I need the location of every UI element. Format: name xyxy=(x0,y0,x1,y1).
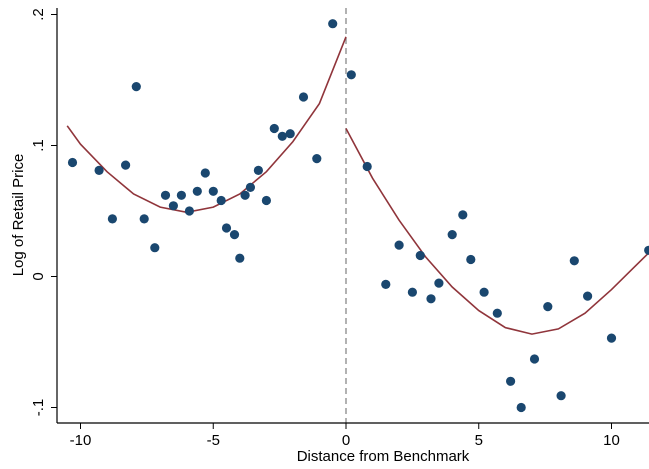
y-tick-label: .2 xyxy=(30,8,47,21)
data-point xyxy=(269,123,279,134)
data-point xyxy=(229,230,240,240)
data-point xyxy=(200,168,210,178)
data-point xyxy=(216,195,226,206)
data-point xyxy=(94,165,104,175)
data-point xyxy=(415,250,425,261)
data-point xyxy=(184,206,194,216)
x-axis-title: Distance from Benchmark xyxy=(297,448,470,465)
data-point xyxy=(447,230,457,240)
data-point xyxy=(492,308,502,318)
data-point xyxy=(277,131,287,141)
x-tick-label: 5 xyxy=(475,432,483,449)
data-point xyxy=(328,19,338,29)
data-point xyxy=(240,190,250,200)
data-point xyxy=(261,195,271,206)
x-axis: -10 -5 0 5 10 xyxy=(57,422,649,449)
fit-curves xyxy=(66,36,649,335)
x-tick-label: -5 xyxy=(207,432,220,449)
fit-curve-right xyxy=(345,128,649,335)
y-axis: -.1 0 .1 .2 xyxy=(30,8,58,423)
data-point xyxy=(466,254,476,265)
x-tick-label: 0 xyxy=(342,432,350,449)
data-point xyxy=(346,70,356,80)
data-point xyxy=(176,190,186,200)
data-point xyxy=(208,186,218,196)
data-point xyxy=(139,214,149,224)
y-tick-label: 0 xyxy=(30,272,47,280)
data-point xyxy=(160,190,171,200)
data-point xyxy=(285,129,295,139)
data-point xyxy=(67,157,78,168)
data-point xyxy=(506,376,516,386)
x-tick-label: -10 xyxy=(70,432,92,449)
data-point xyxy=(131,82,141,92)
data-point xyxy=(644,245,649,255)
y-tick-label: -.1 xyxy=(30,399,47,417)
data-points xyxy=(67,19,649,413)
data-point xyxy=(121,160,131,170)
data-point xyxy=(479,287,489,297)
data-point xyxy=(168,201,178,211)
x-tick-label: 10 xyxy=(603,432,620,449)
data-point xyxy=(407,287,417,297)
data-point xyxy=(426,294,436,304)
data-point xyxy=(235,253,245,263)
data-point xyxy=(312,154,322,164)
data-point xyxy=(150,243,160,253)
y-tick-label: .1 xyxy=(30,139,47,152)
data-point xyxy=(253,165,263,175)
data-point xyxy=(107,214,117,224)
y-axis-title: Log of Retail Price xyxy=(10,154,27,277)
data-point xyxy=(434,278,444,288)
data-point xyxy=(458,210,468,220)
data-point xyxy=(192,186,202,196)
data-point xyxy=(583,291,593,301)
data-point xyxy=(543,302,553,312)
data-point xyxy=(245,182,255,192)
data-point xyxy=(556,391,566,401)
data-point xyxy=(606,333,617,343)
data-point xyxy=(516,402,526,413)
data-point xyxy=(221,223,232,233)
data-point xyxy=(298,92,309,102)
data-point xyxy=(569,256,579,266)
fit-curve-left xyxy=(66,36,347,214)
data-point xyxy=(362,161,372,172)
data-point xyxy=(394,240,404,250)
data-point xyxy=(529,354,540,364)
data-point xyxy=(381,279,391,289)
